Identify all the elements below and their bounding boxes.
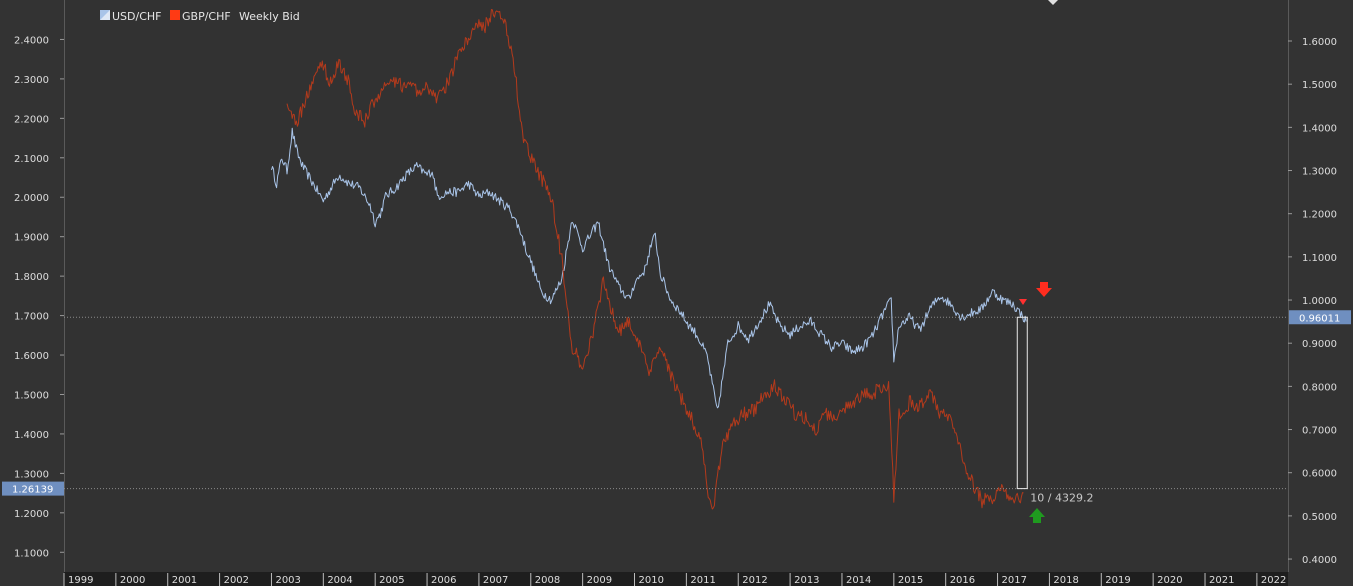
x-axis-strip xyxy=(64,572,1288,586)
x-axis-ticks: 1999 2000 2001 2002 2003 2004 2005 2006 2007 2008… xyxy=(63,573,1286,586)
right-tick-label: 1.0000 xyxy=(1302,296,1337,307)
x-tick-label: 2007 xyxy=(483,575,508,586)
right-tick-label: 1.4000 xyxy=(1302,123,1337,134)
small-red-marker-icon xyxy=(1019,299,1027,305)
current-value-tag-right-label: 0.96011 xyxy=(1299,313,1340,324)
right-tick-label: 1.2000 xyxy=(1302,210,1337,221)
left-tick-label: 2.3000 xyxy=(14,75,49,86)
right-tick-label: 0.6000 xyxy=(1302,469,1337,480)
x-tick-label: 2010 xyxy=(639,575,664,586)
x-tick-label: 2017 xyxy=(1002,575,1027,586)
left-tick-label: 2.2000 xyxy=(14,114,49,125)
x-tick-label: 2019 xyxy=(1105,575,1130,586)
left-tick-label: 2.1000 xyxy=(14,154,49,165)
x-tick-label: 2008 xyxy=(535,575,560,586)
legend-swatch-usdchf-diagonal xyxy=(100,10,110,20)
series-line-usdchf[interactable] xyxy=(271,127,1027,409)
x-tick-label: 2003 xyxy=(275,575,300,586)
x-tick-label: 2011 xyxy=(690,575,715,586)
x-tick-label: 2004 xyxy=(327,575,352,586)
x-tick-label: 2000 xyxy=(120,575,145,586)
x-tick-label: 2021 xyxy=(1209,575,1234,586)
left-tick-label: 2.4000 xyxy=(14,35,49,46)
legend-label-usdchf: USD/CHF xyxy=(112,10,162,23)
chart-title: Weekly Bid xyxy=(239,10,300,23)
current-value-tag-left xyxy=(2,481,64,496)
x-tick-label: 2016 xyxy=(950,575,975,586)
up-arrow-icon[interactable] xyxy=(1029,508,1045,523)
x-tick-label: 2005 xyxy=(379,575,404,586)
right-tick-label: 0.7000 xyxy=(1302,426,1337,437)
legend-label-gbpchf: GBP/CHF xyxy=(182,10,231,23)
plot-area xyxy=(64,0,1288,572)
left-tick-label: 1.3000 xyxy=(14,469,49,480)
x-tick-label: 2014 xyxy=(846,575,871,586)
right-tick-label: 0.4000 xyxy=(1302,555,1337,566)
right-tick-label: 1.3000 xyxy=(1302,167,1337,178)
x-tick-label: 2012 xyxy=(742,575,767,586)
current-value-tag-left-label: 1.26139 xyxy=(12,485,53,496)
left-tick-label: 1.4000 xyxy=(14,430,49,441)
left-tick-label: 1.2000 xyxy=(14,509,49,520)
left-axis-ticks: 1.1000 1.2000 1.3000 1.4000 1.5000 1.6000 1.70… xyxy=(14,35,64,559)
x-tick-label: 2006 xyxy=(431,575,456,586)
left-tick-label: 1.7000 xyxy=(14,312,49,323)
series-line-gbpchf[interactable] xyxy=(286,9,1024,510)
measure-box[interactable] xyxy=(1016,316,1028,490)
measure-box-label: 10 / 4329.2 xyxy=(1030,492,1093,505)
x-tick-label: 2020 xyxy=(1157,575,1182,586)
x-tick-label: 2018 xyxy=(1053,575,1078,586)
series-layer xyxy=(271,9,1027,510)
x-tick-label: 1999 xyxy=(68,575,93,586)
x-tick-label: 2009 xyxy=(587,575,612,586)
right-tick-label: 1.6000 xyxy=(1302,37,1337,48)
legend-swatch-gbpchf xyxy=(170,10,180,20)
current-value-tag-right xyxy=(1289,310,1351,325)
down-arrow-icon[interactable] xyxy=(1036,282,1052,297)
left-tick-label: 1.8000 xyxy=(14,272,49,283)
right-tick-label: 0.5000 xyxy=(1302,512,1337,523)
left-tick-label: 1.1000 xyxy=(14,548,49,559)
left-tick-label: 2.0000 xyxy=(14,193,49,204)
left-tick-label: 1.6000 xyxy=(14,351,49,362)
legend: USD/CHF GBP/CHF Weekly Bid xyxy=(100,10,300,23)
x-tick-label: 2013 xyxy=(794,575,819,586)
left-tick-label: 1.9000 xyxy=(14,233,49,244)
right-axis-ticks: 0.4000 0.5000 0.6000 0.7000 0.8000 0.9000 1.00… xyxy=(1288,37,1337,566)
x-tick-label: 2002 xyxy=(224,575,249,586)
right-tick-label: 1.5000 xyxy=(1302,80,1337,91)
x-tick-label: 2015 xyxy=(898,575,923,586)
x-tick-label: 2022 xyxy=(1261,575,1286,586)
left-tick-label: 1.5000 xyxy=(14,390,49,401)
right-tick-label: 0.8000 xyxy=(1302,382,1337,393)
right-tick-label: 1.1000 xyxy=(1302,253,1337,264)
top-marker-icon xyxy=(1048,0,1058,5)
x-tick-label: 2001 xyxy=(172,575,197,586)
right-tick-label: 0.9000 xyxy=(1302,339,1337,350)
